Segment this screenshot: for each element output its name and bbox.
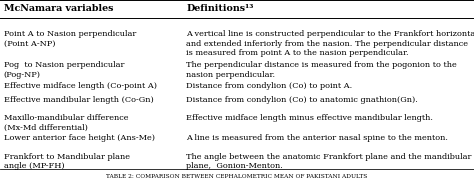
Text: Definitions¹³: Definitions¹³ (186, 4, 254, 13)
Text: The angle between the anatomic Frankfort plane and the mandibular
plane,  Gonion: The angle between the anatomic Frankfort… (186, 153, 472, 170)
Text: A vertical line is constructed perpendicular to the Frankfort horizontal
and ext: A vertical line is constructed perpendic… (186, 30, 474, 57)
Text: Lower anterior face height (Ans-Me): Lower anterior face height (Ans-Me) (4, 134, 155, 142)
Text: Pog  to Nasion perpendicular
(Pog-NP): Pog to Nasion perpendicular (Pog-NP) (4, 61, 124, 79)
Text: Distance from condylion (Co) to anatomic gnathion(Gn).: Distance from condylion (Co) to anatomic… (186, 96, 418, 104)
Text: Effective midface length minus effective mandibular length.: Effective midface length minus effective… (186, 114, 433, 122)
Text: TABLE 2: COMPARISON BETWEEN CEPHALOMETRIC MEAN OF PAKISTANI ADULTS: TABLE 2: COMPARISON BETWEEN CEPHALOMETRI… (106, 174, 368, 179)
Text: Distance from condylion (Co) to point A.: Distance from condylion (Co) to point A. (186, 82, 353, 90)
Text: A line is measured from the anterior nasal spine to the menton.: A line is measured from the anterior nas… (186, 134, 448, 142)
Text: The perpendicular distance is measured from the pogonion to the
nasion perpendic: The perpendicular distance is measured f… (186, 61, 457, 79)
Text: Frankfort to Mandibular plane
angle (MP-FH): Frankfort to Mandibular plane angle (MP-… (4, 153, 130, 170)
Text: Effective midface length (Co-point A): Effective midface length (Co-point A) (4, 82, 157, 90)
Text: Maxillo-mandibular difference
(Mx-Md differential): Maxillo-mandibular difference (Mx-Md dif… (4, 114, 128, 132)
Text: Point A to Nasion perpendicular
(Point A-NP): Point A to Nasion perpendicular (Point A… (4, 30, 136, 48)
Text: McNamara variables: McNamara variables (4, 4, 113, 13)
Text: Effective mandibular length (Co-Gn): Effective mandibular length (Co-Gn) (4, 96, 154, 104)
